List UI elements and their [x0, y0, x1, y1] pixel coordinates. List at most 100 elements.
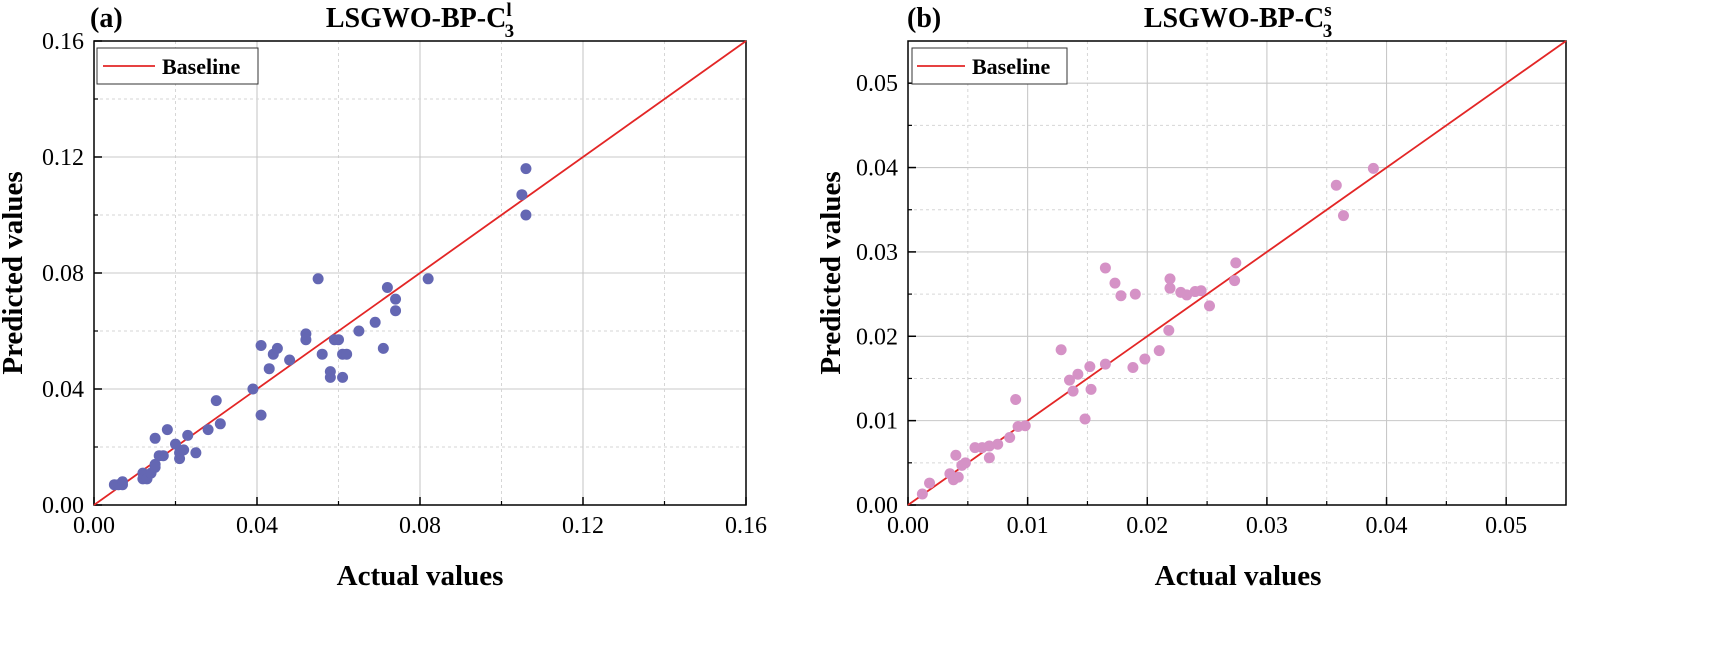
scatter-point — [1055, 344, 1067, 356]
y-tick-label-a: 0.16 — [42, 29, 84, 55]
baseline-line-a — [93, 40, 747, 506]
scatter-point — [1203, 300, 1215, 312]
scatter-point — [1337, 210, 1349, 222]
scatter-point — [1330, 179, 1342, 191]
scatter-point — [1139, 353, 1151, 365]
chart-panel-a: 0.00 0.04 0.08 0.12 0.16 0.00 0.04 0.08 0.12 0.16… — [0, 0, 767, 592]
scatter-point — [516, 189, 528, 201]
chart-panel-b: 0.00 0.01 0.02 0.03 0.04 0.05 0.00 0.01 0.02 0.03… — [815, 0, 1567, 592]
chart-title-a: LSGWO-BP-Cl 3 — [326, 0, 514, 42]
scatter-point — [390, 293, 402, 305]
scatter-point — [157, 450, 169, 462]
scatter-point — [369, 316, 381, 328]
legend-b: Baseline — [911, 47, 1068, 85]
grid-b — [908, 41, 1566, 505]
scatter-point — [149, 458, 161, 470]
scatter-point — [1195, 285, 1207, 297]
scatter-point — [255, 409, 267, 421]
scatter-point — [1072, 368, 1084, 380]
scatter-point — [1010, 394, 1022, 406]
scatter-point — [924, 477, 936, 489]
scatter-point — [1019, 420, 1031, 432]
scatter-point — [1067, 385, 1079, 397]
x-tick-label-b: 0.03 — [1246, 513, 1288, 539]
scatter-point — [1115, 290, 1127, 302]
x-tick-label-a: 0.08 — [399, 513, 441, 539]
scatter-point — [1084, 361, 1096, 373]
x-tick-label-b: 0.04 — [1366, 513, 1408, 539]
scatter-point — [263, 363, 275, 375]
scatter-point — [178, 444, 190, 456]
chart-title-sup-a: l — [506, 0, 511, 21]
x-tick-label-b: 0.05 — [1485, 513, 1527, 539]
scatter-point — [520, 209, 532, 221]
x-axis-label-b: Actual values — [1155, 560, 1322, 592]
scatter-point — [1229, 275, 1241, 287]
scatter-point — [210, 395, 222, 407]
scatter-point — [992, 438, 1004, 450]
scatter-point — [1079, 413, 1091, 425]
scatter-point — [300, 334, 312, 346]
scatter-point — [1367, 162, 1379, 174]
scatter-point — [1099, 262, 1111, 274]
scatter-point — [353, 325, 365, 337]
x-tick-label-b: 0.02 — [1126, 513, 1168, 539]
x-tick-label-a: 0.12 — [562, 513, 604, 539]
y-tick-label-a: 0.00 — [42, 493, 84, 519]
y-tick-label-b: 0.04 — [856, 156, 898, 182]
scatter-points-b — [916, 162, 1379, 500]
scatter-point — [161, 424, 173, 436]
scatter-point — [1163, 324, 1175, 336]
scatter-point — [1085, 383, 1097, 395]
panel-label-b: (b) — [907, 3, 941, 34]
scatter-point — [390, 305, 402, 317]
y-tick-label-a: 0.08 — [42, 261, 84, 287]
y-tick-label-b: 0.02 — [856, 324, 898, 350]
x-tick-label-a: 0.04 — [236, 513, 278, 539]
chart-title-main-a: LSGWO-BP-C — [326, 3, 506, 34]
scatter-point — [422, 273, 434, 285]
y-tick-label-a: 0.04 — [42, 377, 84, 403]
scatter-point — [117, 479, 129, 491]
scatter-point — [255, 340, 267, 351]
scatter-point — [214, 418, 226, 430]
scatter-point — [316, 348, 328, 360]
scatter-point — [1127, 361, 1139, 373]
scatter-point — [1004, 432, 1016, 444]
scatter-point — [182, 429, 194, 441]
y-tick-label-b: 0.01 — [856, 409, 898, 435]
scatter-point — [1164, 282, 1176, 294]
scatter-point — [337, 371, 349, 383]
chart-title-sup-b: s — [1324, 0, 1331, 21]
scatter-point — [959, 457, 971, 469]
ticks-a: 0.00 0.04 0.08 0.12 0.16 0.00 0.04 0.08 0.12 0.16 — [42, 29, 767, 539]
x-tick-label-b: 0.00 — [887, 513, 929, 539]
legend-label-a: Baseline — [162, 54, 240, 79]
scatter-point — [1164, 273, 1176, 285]
panel-label-a: (a) — [90, 3, 123, 34]
scatter-point — [341, 348, 353, 360]
x-axis-label-a: Actual values — [337, 560, 504, 592]
chart-title-main-b: LSGWO-BP-C — [1144, 3, 1324, 34]
legend-a: Baseline — [96, 47, 259, 85]
scatter-points-a — [108, 163, 532, 491]
y-tick-label-b: 0.03 — [856, 240, 898, 266]
scatter-point — [983, 452, 995, 464]
scatter-point — [916, 488, 928, 500]
y-axis-label-b: Predicted values — [815, 171, 847, 374]
x-tick-label-a: 0.00 — [73, 513, 115, 539]
scatter-point — [1181, 289, 1193, 301]
scatter-point — [1109, 277, 1121, 289]
scatter-point — [312, 273, 324, 285]
chart-title-sub-b: 3 — [1323, 21, 1333, 42]
scatter-point — [271, 342, 283, 354]
scatter-point — [333, 334, 344, 346]
chart-title-sub-a: 3 — [505, 21, 515, 42]
x-tick-label-b: 0.01 — [1007, 513, 1049, 539]
scatter-point — [381, 282, 393, 293]
chart-title-b: LSGWO-BP-Cs 3 — [1144, 0, 1332, 42]
plot-frame-b — [907, 40, 1567, 506]
scatter-point — [202, 424, 214, 436]
y-tick-label-b: 0.05 — [856, 71, 898, 97]
